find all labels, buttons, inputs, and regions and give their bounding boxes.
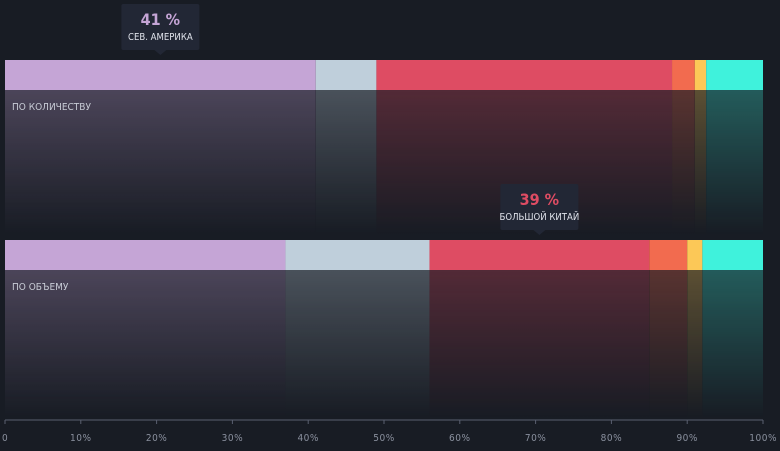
tooltip: 41 % СЕВ. АМЕРИКА <box>121 4 200 55</box>
bar-segment-shadow <box>285 270 430 418</box>
bar-segment[interactable] <box>315 60 377 90</box>
bar-segment-shadow <box>706 90 763 235</box>
x-axis-tick-label: 60% <box>449 433 471 444</box>
bar-segment[interactable] <box>5 60 316 90</box>
bar-segment[interactable] <box>285 240 430 270</box>
x-axis-tick-label: 30% <box>222 433 244 444</box>
bar-row: ПО ОБЪЕМУ <box>5 240 763 418</box>
bar-segment-shadow <box>672 90 695 235</box>
x-axis-tick-label: 40% <box>297 433 319 444</box>
tooltip-label: БОЛЬШОЙ КИТАЙ <box>499 211 579 223</box>
x-axis-tick-label: 0 <box>2 433 8 444</box>
bar-segment-shadow <box>702 270 763 418</box>
bar-segment-shadow <box>315 90 377 235</box>
tooltip: 39 % БОЛЬШОЙ КИТАЙ <box>499 184 579 235</box>
tooltip-pointer <box>154 50 167 55</box>
bar-segment-shadow <box>429 270 650 418</box>
bar-row-label: ПО ОБЪЕМУ <box>12 282 69 293</box>
bar-segment[interactable] <box>429 240 650 270</box>
x-axis-tick-label: 70% <box>525 433 547 444</box>
bar-segment[interactable] <box>687 240 703 270</box>
tooltips-layer: 41 % СЕВ. АМЕРИКА 39 % БОЛЬШОЙ КИТАЙ <box>121 4 579 235</box>
bar-segment[interactable] <box>649 240 688 270</box>
tooltip-value: 39 % <box>520 190 559 209</box>
bars-layer: ПО КОЛИЧЕСТВУ ПО ОБЪЕМУ <box>5 60 763 418</box>
x-axis-tick-label: 80% <box>601 433 623 444</box>
x-axis-tick-label: 100% <box>749 433 777 444</box>
tooltip-box <box>121 4 200 50</box>
bar-segment-shadow <box>5 90 316 235</box>
bar-segment-shadow <box>687 270 703 418</box>
bar-segment[interactable] <box>702 240 763 270</box>
bar-row-label: ПО КОЛИЧЕСТВУ <box>12 102 91 113</box>
bar-segment[interactable] <box>376 60 673 90</box>
x-axis-tick-label: 10% <box>70 433 92 444</box>
tooltip-pointer <box>533 230 546 235</box>
bar-segment-shadow <box>649 270 688 418</box>
bar-segment[interactable] <box>5 240 286 270</box>
x-axis: 0 10% 20% 30% 40% 50% 60% 70% 80% 90% 100% <box>2 419 777 444</box>
tooltip-box <box>500 184 579 230</box>
x-axis-tick-label: 20% <box>146 433 168 444</box>
bar-segment[interactable] <box>672 60 695 90</box>
tooltip-value: 41 % <box>141 10 180 29</box>
bar-segment-shadow <box>5 270 286 418</box>
x-axis-tick-label: 50% <box>373 433 395 444</box>
bar-segment-shadow <box>694 90 707 235</box>
tooltip-label: СЕВ. АМЕРИКА <box>128 32 193 43</box>
bar-segment[interactable] <box>694 60 707 90</box>
x-axis-tick-label: 90% <box>676 433 698 444</box>
bar-row: ПО КОЛИЧЕСТВУ <box>5 60 763 235</box>
bar-segment[interactable] <box>706 60 763 90</box>
